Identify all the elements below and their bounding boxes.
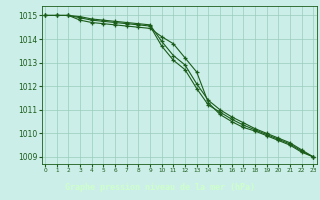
Text: Graphe pression niveau de la mer (hPa): Graphe pression niveau de la mer (hPa) (65, 182, 255, 192)
